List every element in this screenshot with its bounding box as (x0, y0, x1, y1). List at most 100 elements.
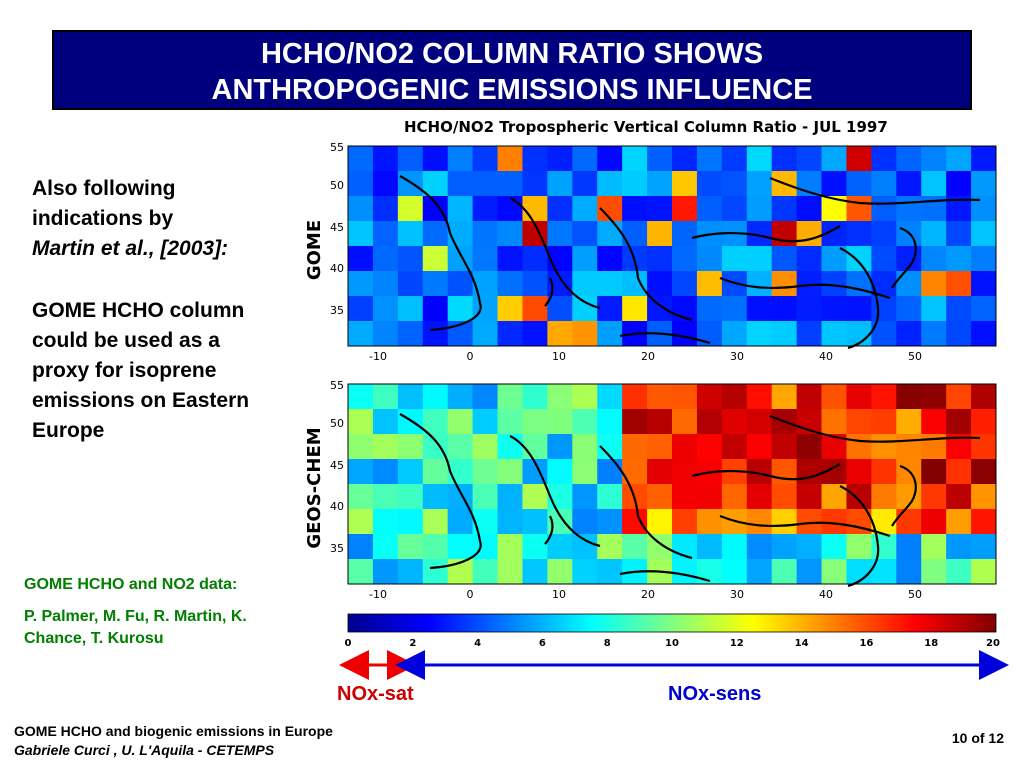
map-cell (622, 271, 648, 297)
map-cell (971, 221, 997, 247)
map-cell (422, 509, 449, 535)
map-cell (647, 509, 673, 535)
map-cell (871, 459, 897, 485)
map-cell (672, 484, 698, 510)
map-cell (472, 459, 499, 485)
map-cell (871, 196, 897, 222)
map-cell (971, 296, 997, 322)
map-cell (547, 534, 573, 560)
map-cell (672, 246, 698, 272)
map-cell (497, 321, 523, 347)
map-cell (447, 171, 474, 197)
colorbar-tick-0: 0 (345, 638, 352, 649)
map-cell (422, 321, 449, 347)
colorbar-panel: 0 2 4 6 8 10 12 14 16 18 20 (339, 613, 1009, 680)
map-cell (547, 146, 573, 172)
map-cell (921, 171, 947, 197)
gome-lat-axis: 55 50 45 40 35 (330, 141, 344, 317)
credits-heading: GOME HCHO and NO2 data: (24, 576, 238, 593)
map-cell (871, 246, 897, 272)
map-cell (472, 534, 499, 560)
map-cell (796, 559, 823, 585)
map-cell (921, 409, 947, 435)
map-cell (397, 384, 424, 410)
map-cell (771, 221, 798, 247)
map-cell (472, 196, 499, 222)
map-cell (372, 271, 399, 297)
map-cell (372, 409, 399, 435)
map-cell (622, 146, 648, 172)
map-cell (721, 559, 748, 585)
colorbar-tick-18: 18 (924, 638, 938, 649)
map-cell (522, 509, 548, 535)
map-cell (746, 321, 773, 347)
page-number: 10 of 12 (951, 730, 1004, 746)
map-cell (896, 534, 922, 560)
map-cell (821, 296, 847, 322)
map-cell (472, 296, 499, 322)
map-cell (971, 384, 997, 410)
map-cell (771, 296, 798, 322)
map-cell (622, 296, 648, 322)
map-cell (647, 384, 673, 410)
map-cell (672, 434, 698, 460)
map-cell (721, 484, 748, 510)
geoschem-map-panel: GEOS-CHEM 55 50 45 40 35 -10 0 10 20 30 … (304, 379, 997, 601)
map-cell (696, 246, 723, 272)
map-cell (522, 384, 548, 410)
map-cell (547, 409, 573, 435)
slide-title-line-1: HCHO/NO2 COLUMN RATIO SHOWS (260, 38, 764, 70)
geoschem-lon-tick-30: 30 (730, 588, 744, 601)
map-cell (946, 384, 972, 410)
map-cell (696, 434, 723, 460)
map-cell (447, 296, 474, 322)
map-cell (896, 196, 922, 222)
map-cell (372, 459, 399, 485)
map-cell (348, 171, 374, 197)
map-cell (896, 559, 922, 585)
map-cell (696, 171, 723, 197)
map-cell (472, 321, 499, 347)
map-cell (572, 321, 598, 347)
map-cell (971, 459, 997, 485)
colorbar-ticks: 0 2 4 6 8 10 12 14 16 18 20 (345, 638, 1000, 649)
map-cell (348, 221, 374, 247)
map-cell (597, 534, 623, 560)
geoschem-map-frame (347, 383, 997, 585)
map-cell (447, 146, 474, 172)
map-cell (796, 484, 823, 510)
map-cell (348, 296, 374, 322)
map-cell (796, 296, 823, 322)
map-cell (447, 196, 474, 222)
map-cell (472, 221, 499, 247)
map-cell (647, 146, 673, 172)
map-cell (497, 146, 523, 172)
map-cell (497, 559, 523, 585)
map-cell (447, 246, 474, 272)
map-cell (746, 434, 773, 460)
map-cell (622, 534, 648, 560)
map-cell (946, 321, 972, 347)
map-cell (522, 146, 548, 172)
map-cell (672, 196, 698, 222)
geoschem-lon-tick-0: 0 (467, 588, 474, 601)
map-cell (871, 296, 897, 322)
geoschem-coastlines (399, 413, 981, 588)
map-cell (422, 459, 449, 485)
map-cell (372, 246, 399, 272)
map-cell (497, 171, 523, 197)
map-cell (921, 321, 947, 347)
map-cell (547, 296, 573, 322)
map-cell (796, 221, 823, 247)
map-cell (721, 434, 748, 460)
map-cell (821, 146, 847, 172)
map-cell (497, 509, 523, 535)
geoschem-lat-tick-35: 35 (330, 542, 344, 555)
proxy-line-2: could be used as a (32, 329, 220, 352)
geoschem-lat-axis: 55 50 45 40 35 (330, 379, 344, 555)
map-cell (696, 534, 723, 560)
map-cell (422, 271, 449, 297)
map-cell (971, 484, 997, 510)
map-cell (397, 246, 424, 272)
gome-map-frame (347, 145, 997, 347)
